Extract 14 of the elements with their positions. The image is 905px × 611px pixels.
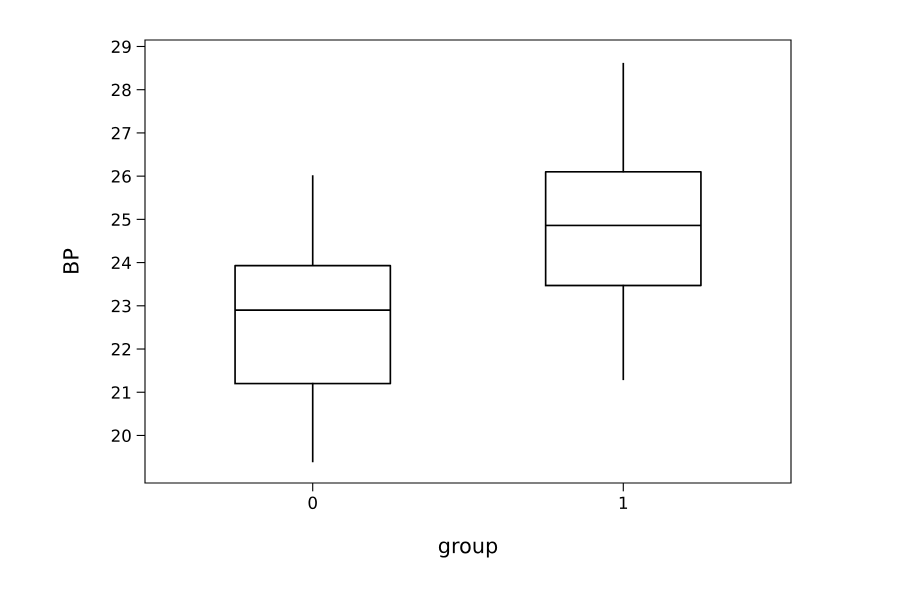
y-tick-label: 29 <box>112 40 131 54</box>
y-tick-label: 23 <box>112 300 130 312</box>
y-tick-label: 25 <box>112 213 130 226</box>
y-axis-title: BP <box>63 248 78 273</box>
x-tick-label: 1 <box>620 496 628 509</box>
y-tick-label: 24 <box>112 256 131 269</box>
y-tick-label: 20 <box>112 429 131 442</box>
x-axis-title: group <box>438 541 498 558</box>
y-tick-label: 21 <box>112 386 130 399</box>
y-tick-label: 22 <box>112 342 130 356</box>
y-tick-label: 27 <box>112 126 130 140</box>
y-tick-label: 26 <box>112 170 131 183</box>
y-tick-label: 28 <box>112 84 131 96</box>
x-tick-label: 0 <box>308 496 317 510</box>
